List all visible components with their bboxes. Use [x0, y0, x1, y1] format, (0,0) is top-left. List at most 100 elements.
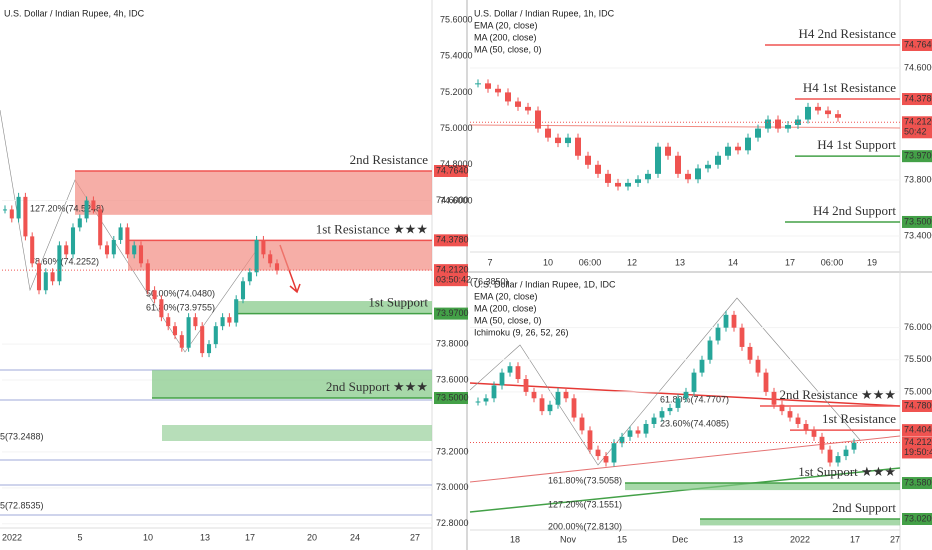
price-axis-label: 73.6000: [436, 374, 469, 384]
price-tag: [902, 93, 932, 106]
last-price-tag: [434, 264, 468, 287]
level-label: 1st Resistance ★★★: [316, 221, 428, 236]
candle: [725, 146, 731, 156]
candle: [234, 299, 239, 323]
candle: [787, 411, 793, 418]
candle: [745, 137, 751, 151]
indicator-label: Ichimoku (9, 26, 52, 26): [474, 327, 569, 337]
fib-label: 50.00%(74.0480): [146, 288, 215, 298]
price-axis-label: 74.6000: [904, 62, 932, 72]
candle: [485, 83, 491, 89]
price-tag-label: 73.0200: [904, 513, 932, 523]
candle: [605, 173, 611, 183]
price-axis-label: 76.0000: [904, 322, 932, 332]
time-axis-label: 06:00: [821, 257, 844, 267]
candle: [775, 119, 781, 129]
candle: [615, 182, 621, 187]
time-axis-label: 17: [850, 534, 860, 544]
candle: [699, 359, 705, 373]
candle: [695, 168, 701, 180]
countdown-label: 03:50:42: [436, 275, 471, 285]
level-label: H4 1st Resistance: [803, 80, 896, 95]
candle: [835, 114, 841, 118]
zone: [625, 483, 900, 491]
candle: [111, 239, 116, 255]
price-tag: [902, 39, 932, 51]
candle: [675, 398, 681, 408]
level-label: 2nd Resistance: [350, 152, 429, 167]
candle: [254, 239, 259, 273]
candle: [547, 404, 553, 412]
candle: [835, 456, 841, 463]
last-price-tag: [902, 436, 932, 459]
candle: [145, 263, 150, 291]
candle: [587, 430, 593, 450]
candle: [84, 200, 89, 219]
candle: [200, 326, 205, 354]
candle: [213, 326, 218, 345]
level-label: 1st Resistance: [822, 411, 896, 426]
time-axis-label: 20: [307, 532, 317, 542]
candle: [779, 404, 785, 412]
level-label: 1st Support: [368, 295, 428, 310]
candle: [571, 398, 577, 418]
candle: [91, 200, 96, 210]
last-price-label: 74.2120: [904, 117, 932, 127]
candle: [132, 245, 137, 255]
time-axis-label: 13: [733, 534, 743, 544]
price-tag: [902, 512, 932, 525]
candle: [166, 317, 171, 327]
candle: [691, 372, 697, 392]
fib-label: 161.80%(73.5058): [548, 475, 622, 485]
candle: [827, 449, 833, 463]
panel-title: U.S. Dollar / Indian Rupee, 1h, IDC: [474, 8, 615, 18]
candle: [715, 327, 721, 341]
candle: [531, 391, 537, 399]
price-tag: [902, 424, 932, 437]
fib-label: 61.80%(74.7707): [660, 394, 729, 404]
price-tag: [434, 165, 468, 177]
candle: [555, 391, 561, 405]
candle: [575, 137, 581, 156]
last-price-label: 74.2120: [436, 265, 469, 275]
fib-label: 5(72.8535): [0, 500, 44, 510]
candle: [2, 209, 8, 211]
candle: [765, 119, 771, 129]
candle: [77, 218, 82, 228]
candle: [747, 346, 753, 360]
candle: [193, 317, 198, 327]
candle: [515, 366, 521, 380]
candle: [206, 344, 212, 354]
candle: [805, 106, 811, 120]
candle: [50, 272, 55, 282]
candle: [651, 417, 657, 424]
candle: [495, 88, 501, 93]
candle: [819, 436, 825, 450]
candle: [172, 326, 178, 336]
price-axis-label: 73.0000: [436, 482, 469, 492]
candle: [635, 179, 641, 183]
candle: [803, 423, 809, 431]
candle: [545, 128, 551, 138]
candle: [523, 379, 529, 392]
time-axis-label: 13: [675, 257, 685, 267]
candle: [659, 411, 665, 418]
time-axis-label: 2022: [2, 532, 22, 542]
candle: [595, 164, 601, 174]
time-axis-label: 13: [200, 532, 210, 542]
time-axis-label: 19: [867, 257, 877, 267]
candle: [665, 146, 671, 156]
candle: [268, 254, 273, 264]
time-axis-label: 06:00: [579, 257, 602, 267]
price-tag: [902, 215, 932, 228]
indicator-label: EMA (20, close): [474, 20, 538, 30]
time-axis-label: 2022: [790, 534, 810, 544]
candle: [30, 236, 35, 264]
time-axis-label: 15: [617, 534, 627, 544]
candle: [685, 173, 691, 180]
candle: [655, 146, 661, 174]
time-axis-label: 17: [245, 532, 255, 542]
candle: [186, 317, 191, 348]
drawings: [0, 109, 901, 516]
